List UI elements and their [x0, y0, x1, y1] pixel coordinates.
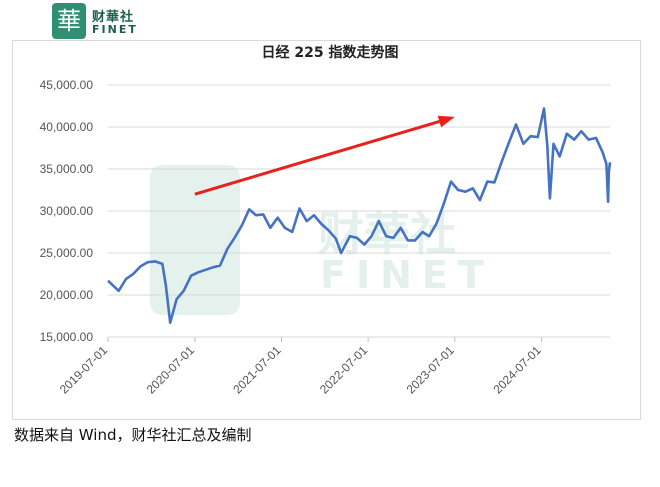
- x-tick-label: 2023-07-01: [404, 343, 458, 397]
- x-tick-label: 2019-07-01: [57, 343, 111, 397]
- y-axis: 15,000.00 20,000.00 25,000.00 30,000.00 35,0…: [40, 78, 94, 344]
- y-tick-label: 20,000.00: [40, 288, 94, 302]
- chart-title: 日经 225 指数走势图: [261, 45, 399, 61]
- trend-arrow-shaft: [194, 120, 440, 196]
- y-tick-label: 45,000.00: [40, 78, 94, 92]
- annotation-layer: [194, 115, 455, 196]
- grid-lines: [108, 84, 610, 338]
- series-line: [107, 107, 612, 324]
- logo-cn-text: 财華社: [92, 10, 135, 25]
- x-tick-label: 2022-07-01: [317, 343, 371, 397]
- trend-arrow-head: [437, 115, 455, 128]
- x-axis: 2019-07-01 2020-07-01 2021-07-01 2022-07-01…: [57, 337, 544, 397]
- watermark-en: FINET: [320, 253, 494, 297]
- watermark-badge: [150, 165, 240, 315]
- y-tick-label: 30,000.00: [40, 204, 94, 218]
- source-footnote: 数据来自 Wind，财华社汇总及编制: [14, 426, 252, 444]
- series-layer: [107, 107, 612, 324]
- y-tick-label: 25,000.00: [40, 246, 94, 260]
- y-tick-label: 35,000.00: [40, 162, 94, 176]
- y-tick-label: 40,000.00: [40, 120, 94, 134]
- finet-watermark: 财華社 FINET: [150, 165, 494, 315]
- x-tick-label: 2020-07-01: [144, 343, 198, 397]
- logo-en-text: FINET: [92, 23, 138, 36]
- finet-logo: 華 财華社 FINET: [52, 3, 162, 41]
- x-tick-label: 2024-07-01: [490, 343, 544, 397]
- y-tick-label: 15,000.00: [40, 330, 94, 344]
- x-tick-label: 2021-07-01: [230, 343, 284, 397]
- logo-badge: 華: [52, 3, 86, 39]
